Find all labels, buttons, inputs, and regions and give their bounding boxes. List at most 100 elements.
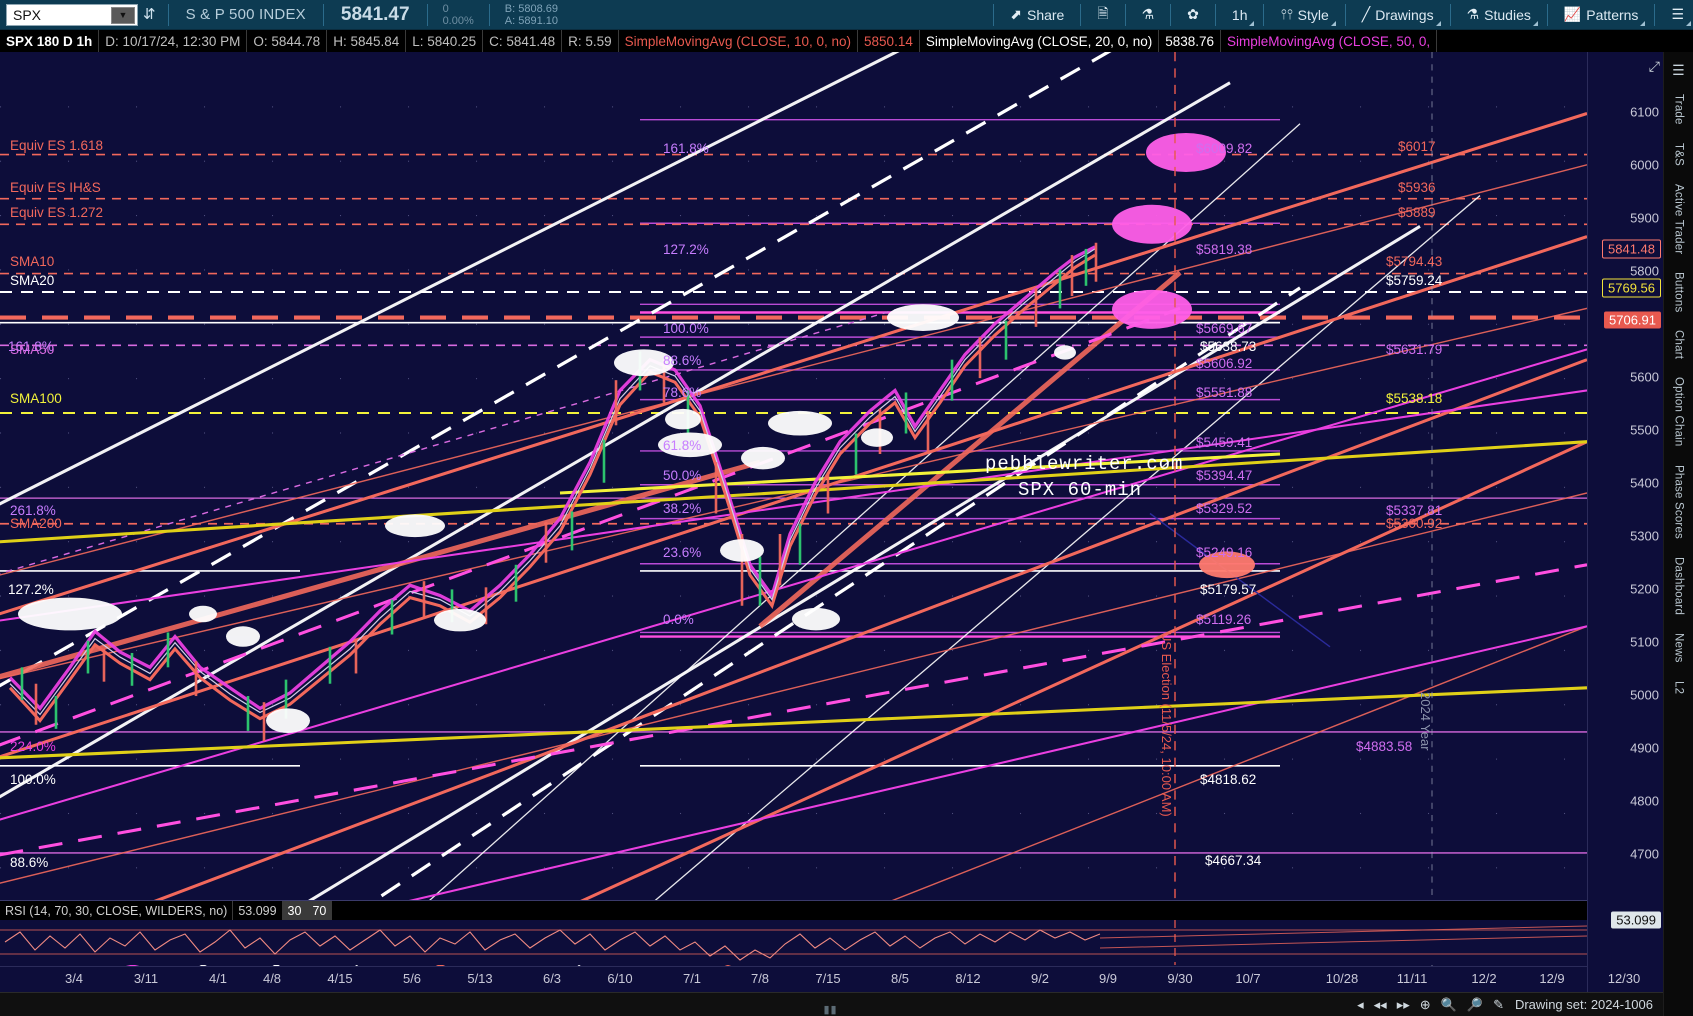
time-tick: 10/28 — [1325, 971, 1359, 986]
axis-settings-icon[interactable]: ⤢ — [1648, 58, 1660, 74]
symbol-input[interactable]: SPX ▼ — [6, 3, 138, 26]
scroll-handle[interactable]: ▮▮ — [823, 1004, 838, 1016]
rsi-value: 53.099 — [233, 901, 283, 920]
settings-button[interactable]: ✿ — [1178, 1, 1208, 29]
timeframe-button[interactable]: 1h — [1223, 1, 1257, 29]
rsi-study-name[interactable]: RSI (14, 70, 30, CLOSE, WILDERS, no) — [0, 901, 234, 920]
bar-range: R: 5.59 — [562, 30, 619, 52]
chart-label-equiv-es-1618: Equiv ES 1.618 — [10, 138, 104, 153]
chart-drawing-layer — [0, 52, 1587, 1016]
divider — [1344, 3, 1346, 26]
time-tick: 10/7 — [1235, 971, 1261, 986]
crosshair-icon[interactable]: ⊕ — [1419, 996, 1431, 1012]
bid-value: B: 5808.69 — [504, 2, 558, 15]
price-badge-level-5706[interactable]: 5706.91 — [1604, 311, 1661, 329]
gear-icon: ✿ — [1187, 6, 1199, 22]
pencil-icon[interactable]: ✎ — [1493, 996, 1504, 1012]
chart-label-sma20: SMA20 — [10, 273, 55, 288]
sidebar-item-active-trader[interactable]: Active Trader — [1672, 183, 1685, 254]
sidebar-item-dashboard[interactable]: Dashboard — [1672, 557, 1685, 616]
rsi-badge-value[interactable]: 53.099 — [1611, 911, 1661, 929]
fib-label-61-8: 61.8% — [663, 438, 702, 453]
election-annotation: US Election (11/5/24, 10:00 AM) — [1159, 632, 1174, 817]
target-label-5300-92: $5300.92 — [1386, 516, 1443, 531]
study-name-sma50[interactable]: SimpleMovingAvg (CLOSE, 50, 0, — [1221, 30, 1438, 52]
time-tick: 5/6 — [402, 971, 422, 986]
timeframe-label: 1h — [1231, 6, 1248, 23]
chart-symbol-spec: SPX 180 D 1h — [0, 30, 100, 52]
studies-label: Studies — [1484, 6, 1531, 23]
target-label-5889: $5889 — [1398, 205, 1436, 220]
price-label-5329-52: $5329.52 — [1196, 501, 1253, 516]
flask-icon: ⚗ — [1466, 6, 1480, 22]
bar-low: L: 5840.25 — [406, 30, 484, 52]
price-tick: 5200 — [1630, 581, 1659, 597]
sidebar-item-chart[interactable]: Chart — [1672, 330, 1685, 360]
fib-label-0-0: 0.0% — [663, 612, 694, 627]
sidebar-item-l2[interactable]: L2 — [1672, 680, 1685, 694]
price-badge-level-5769[interactable]: 5769.56 — [1602, 278, 1661, 298]
time-tick: 6/3 — [542, 971, 562, 986]
study-name-sma20[interactable]: SimpleMovingAvg (CLOSE, 20, 0, no) — [920, 30, 1160, 52]
time-tick: 9/9 — [1098, 971, 1118, 986]
share-icon: ⬈ — [1010, 6, 1022, 22]
price-plot[interactable]: Equiv ES 1.618 Equiv ES IH&S Equiv ES 1.… — [0, 52, 1587, 1016]
time-tick: 4/8 — [262, 971, 282, 986]
chevron-down-icon[interactable]: ▼ — [111, 6, 135, 24]
prev-icon[interactable]: ◂ — [1357, 996, 1364, 1012]
price-label-4818-62: $4818.62 — [1200, 772, 1257, 787]
menu-button[interactable]: ☰ — [1662, 1, 1693, 29]
studies-button[interactable]: ⚗ Studies — [1458, 1, 1540, 29]
flask-button[interactable]: ⚗ — [1133, 1, 1164, 29]
price-tick: 4800 — [1630, 793, 1659, 809]
chevron-down-icon — [1435, 20, 1441, 26]
patterns-button[interactable]: 📈 Patterns — [1555, 1, 1648, 29]
rsi-high-band: 70 — [307, 901, 333, 920]
price-tick: 5400 — [1630, 475, 1659, 491]
price-label-4883-58: $4883.58 — [1356, 739, 1413, 754]
divider — [426, 3, 428, 26]
share-button[interactable]: ⬈ Share — [1001, 1, 1073, 29]
price-label-5249-16: $5249.16 — [1196, 545, 1253, 560]
price-badge-last[interactable]: 5841.48 — [1602, 239, 1661, 259]
main-area: Equiv ES 1.618 Equiv ES IH&S Equiv ES 1.… — [0, 52, 1693, 1016]
price-label-5179-57: $5179.57 — [1200, 582, 1257, 597]
sidebar-item-buttons[interactable]: Buttons — [1672, 271, 1685, 313]
time-axis[interactable]: 3/4 3/11 4/1 4/8 4/15 5/6 5/13 6/3 6/10 … — [0, 966, 1640, 992]
rsi-header: RSI (14, 70, 30, CLOSE, WILDERS, no) 53.… — [0, 901, 1587, 920]
step-left-icon[interactable]: ◂◂ — [1373, 996, 1387, 1012]
notes-button[interactable]: 🗎 — [1088, 1, 1117, 29]
menu-icon[interactable]: ☰ — [1672, 62, 1685, 78]
pattern-icon: 📈 — [1563, 6, 1582, 22]
price-label-5394-47: $5394.47 — [1196, 468, 1253, 483]
sidebar-item-phase-scores[interactable]: Phase Scores — [1672, 465, 1685, 540]
time-tick: 4/1 — [208, 971, 228, 986]
drawings-button[interactable]: ╱ Drawings — [1353, 1, 1443, 29]
chart-container[interactable]: Equiv ES 1.618 Equiv ES IH&S Equiv ES 1.… — [0, 52, 1663, 1016]
divider — [1449, 3, 1451, 26]
ask-value: A: 5891.10 — [504, 14, 558, 27]
change-pct: 0.00% — [442, 14, 474, 27]
step-right-icon[interactable]: ▸▸ — [1396, 996, 1410, 1012]
target-label-5538-18: $5538.18 — [1386, 391, 1443, 406]
zoom-in-icon[interactable]: 🔍 — [1440, 996, 1457, 1012]
chevron-down-icon — [1532, 20, 1538, 26]
price-tick: 4900 — [1630, 740, 1659, 756]
price-label-5638-73: $5638.73 — [1200, 339, 1257, 354]
sidebar-item-option-chain[interactable]: Option Chain — [1672, 377, 1685, 448]
bottom-toolbar: ▮▮ ◂ ◂◂ ▸▸ ⊕ 🔍 🔎 ✎ Drawing set: 2024-100… — [0, 992, 1663, 1016]
link-icon[interactable]: ⇵ — [143, 6, 156, 23]
price-label-5459-41: $5459.41 — [1196, 435, 1253, 450]
divider — [1124, 3, 1126, 26]
study-name-sma10[interactable]: SimpleMovingAvg (CLOSE, 10, 0, no) — [619, 30, 859, 52]
chart-label-fib-2240-left: 224.0% — [10, 739, 56, 754]
zoom-out-icon[interactable]: 🔎 — [1466, 996, 1484, 1012]
sidebar-item-news[interactable]: News — [1672, 633, 1685, 663]
price-tick: 5900 — [1630, 210, 1659, 226]
last-price: 5841.47 — [340, 3, 410, 25]
drawing-set-label[interactable]: Drawing set: 2024-1006 — [1514, 997, 1653, 1012]
price-axis[interactable]: 6100 6000 5900 5800 5700 5600 5500 5400 … — [1587, 52, 1663, 1016]
sidebar-item-trade[interactable]: Trade — [1672, 94, 1685, 125]
style-button[interactable]: ⫯⫯ Style — [1271, 1, 1337, 29]
sidebar-item-ts[interactable]: T&S — [1672, 142, 1685, 166]
